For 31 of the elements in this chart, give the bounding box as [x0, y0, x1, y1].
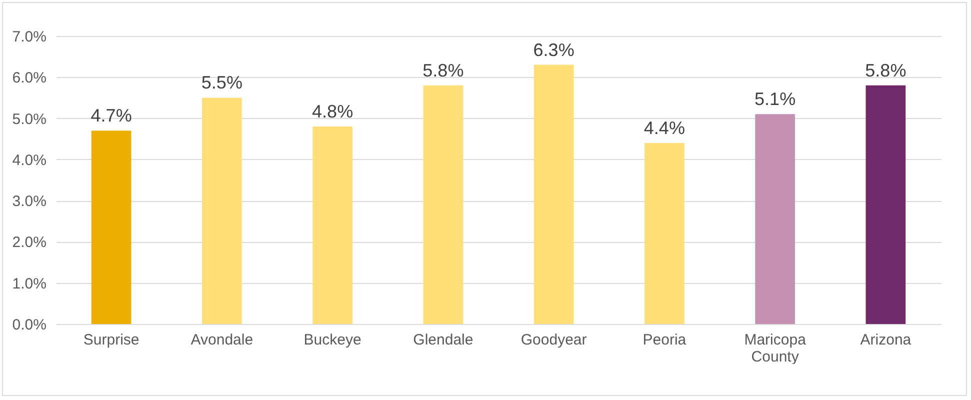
- data-label: 6.3%: [533, 40, 574, 60]
- x-tick-label: Peoria: [642, 332, 687, 348]
- data-label: 5.5%: [201, 72, 242, 93]
- bar: [423, 85, 464, 324]
- y-tick-label: 4.0%: [12, 152, 46, 169]
- data-label: 5.8%: [422, 60, 464, 80]
- bar: [534, 64, 574, 324]
- bar: [91, 130, 132, 324]
- x-tick-label: Buckeye: [304, 332, 362, 348]
- bar: [312, 126, 352, 324]
- x-tick-label: Goodyear: [520, 332, 587, 348]
- y-tick-label: 1.0%: [12, 275, 46, 292]
- y-tick-label: 3.0%: [12, 193, 46, 210]
- x-tick-label: Arizona: [860, 332, 912, 348]
- y-tick-label: 6.0%: [12, 70, 46, 87]
- bar: [644, 142, 684, 324]
- data-label: 4.8%: [312, 102, 354, 122]
- y-tick-label: 5.0%: [12, 110, 46, 128]
- bar: [202, 98, 242, 324]
- x-tick-label: Glendale: [413, 332, 474, 348]
- bar: [755, 114, 795, 324]
- data-label: 4.7%: [90, 106, 132, 126]
- data-label: 4.4%: [644, 118, 685, 138]
- data-label: 5.8%: [865, 60, 906, 80]
- y-tick-label: 7.0%: [12, 28, 46, 46]
- data-label: 5.1%: [754, 89, 796, 110]
- x-tick-label: Surprise: [83, 332, 140, 348]
- x-tick-label: Avondale: [190, 332, 254, 348]
- bar: [866, 85, 906, 324]
- y-tick-label: 2.0%: [12, 234, 46, 252]
- y-tick-label: 0.0%: [12, 316, 46, 334]
